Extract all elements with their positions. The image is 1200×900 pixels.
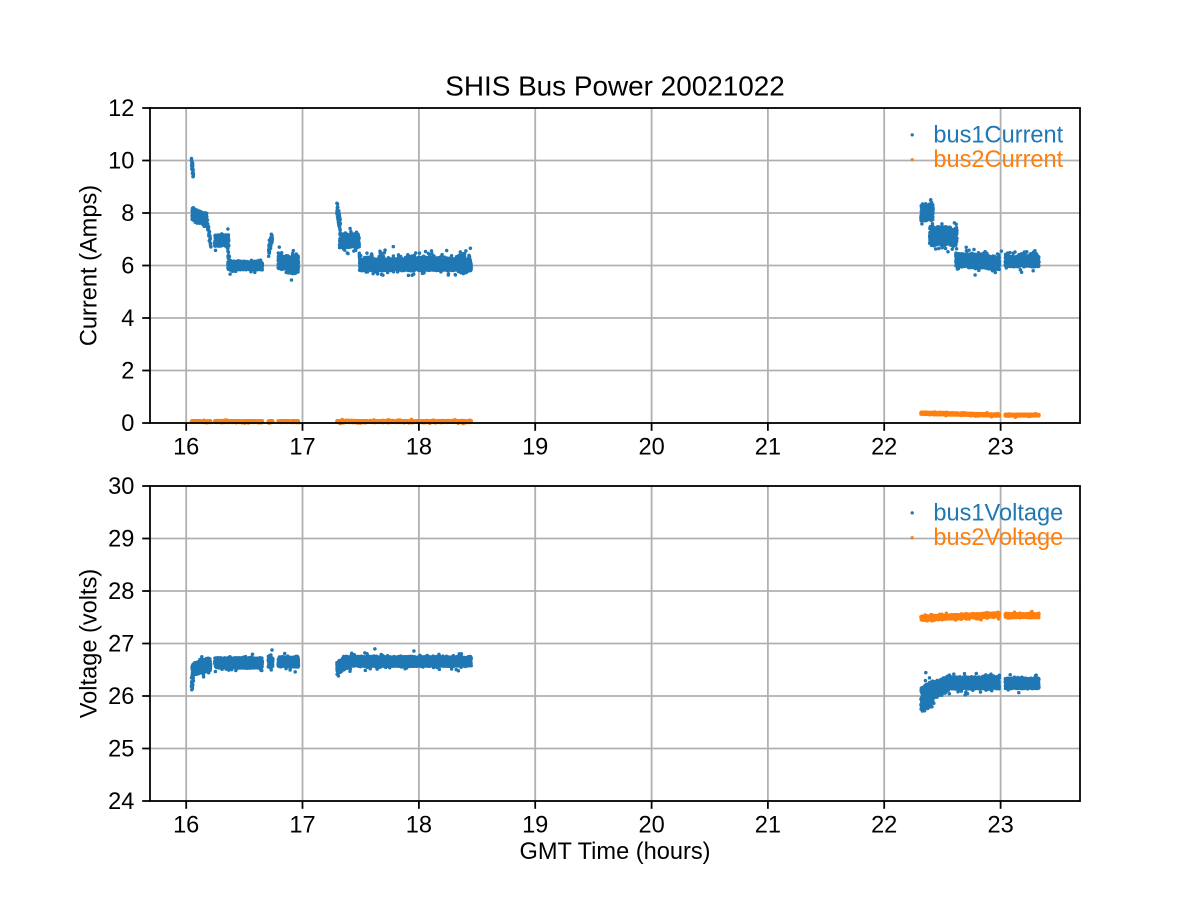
- svg-text:10: 10: [108, 149, 134, 175]
- svg-text:22: 22: [871, 813, 897, 839]
- svg-text:28: 28: [108, 579, 134, 605]
- svg-text:19: 19: [522, 435, 548, 461]
- svg-text:24: 24: [108, 789, 134, 815]
- svg-text:18: 18: [406, 435, 432, 461]
- svg-text:30: 30: [108, 474, 134, 500]
- svg-text:29: 29: [108, 527, 134, 553]
- svg-text:17: 17: [289, 435, 315, 461]
- svg-text:Voltage (volts): Voltage (volts): [77, 569, 103, 719]
- svg-text:20: 20: [638, 435, 664, 461]
- svg-text:12: 12: [108, 96, 134, 122]
- svg-text:19: 19: [522, 813, 548, 839]
- svg-text:bus2Voltage: bus2Voltage: [933, 525, 1063, 551]
- svg-text:GMT Time (hours): GMT Time (hours): [520, 839, 711, 865]
- svg-text:16: 16: [173, 435, 199, 461]
- svg-text:25: 25: [108, 737, 134, 763]
- svg-text:4: 4: [121, 306, 134, 332]
- svg-text:26: 26: [108, 684, 134, 710]
- svg-text:23: 23: [987, 435, 1013, 461]
- svg-text:21: 21: [755, 435, 781, 461]
- svg-text:20: 20: [638, 813, 664, 839]
- svg-text:0: 0: [121, 411, 134, 437]
- svg-text:bus1Voltage: bus1Voltage: [933, 500, 1063, 526]
- svg-text:bus2Current: bus2Current: [933, 147, 1063, 173]
- svg-text:18: 18: [406, 813, 432, 839]
- svg-text:bus1Current: bus1Current: [933, 122, 1063, 148]
- svg-text:23: 23: [987, 813, 1013, 839]
- svg-text:27: 27: [108, 632, 134, 658]
- svg-text:22: 22: [871, 435, 897, 461]
- svg-text:SHIS Bus Power 20021022: SHIS Bus Power 20021022: [445, 71, 785, 102]
- svg-text:8: 8: [121, 201, 134, 227]
- svg-text:2: 2: [121, 359, 134, 385]
- svg-text:6: 6: [121, 254, 134, 280]
- svg-text:Current (Amps): Current (Amps): [77, 185, 103, 346]
- svg-text:21: 21: [755, 813, 781, 839]
- svg-text:16: 16: [173, 813, 199, 839]
- svg-text:17: 17: [289, 813, 315, 839]
